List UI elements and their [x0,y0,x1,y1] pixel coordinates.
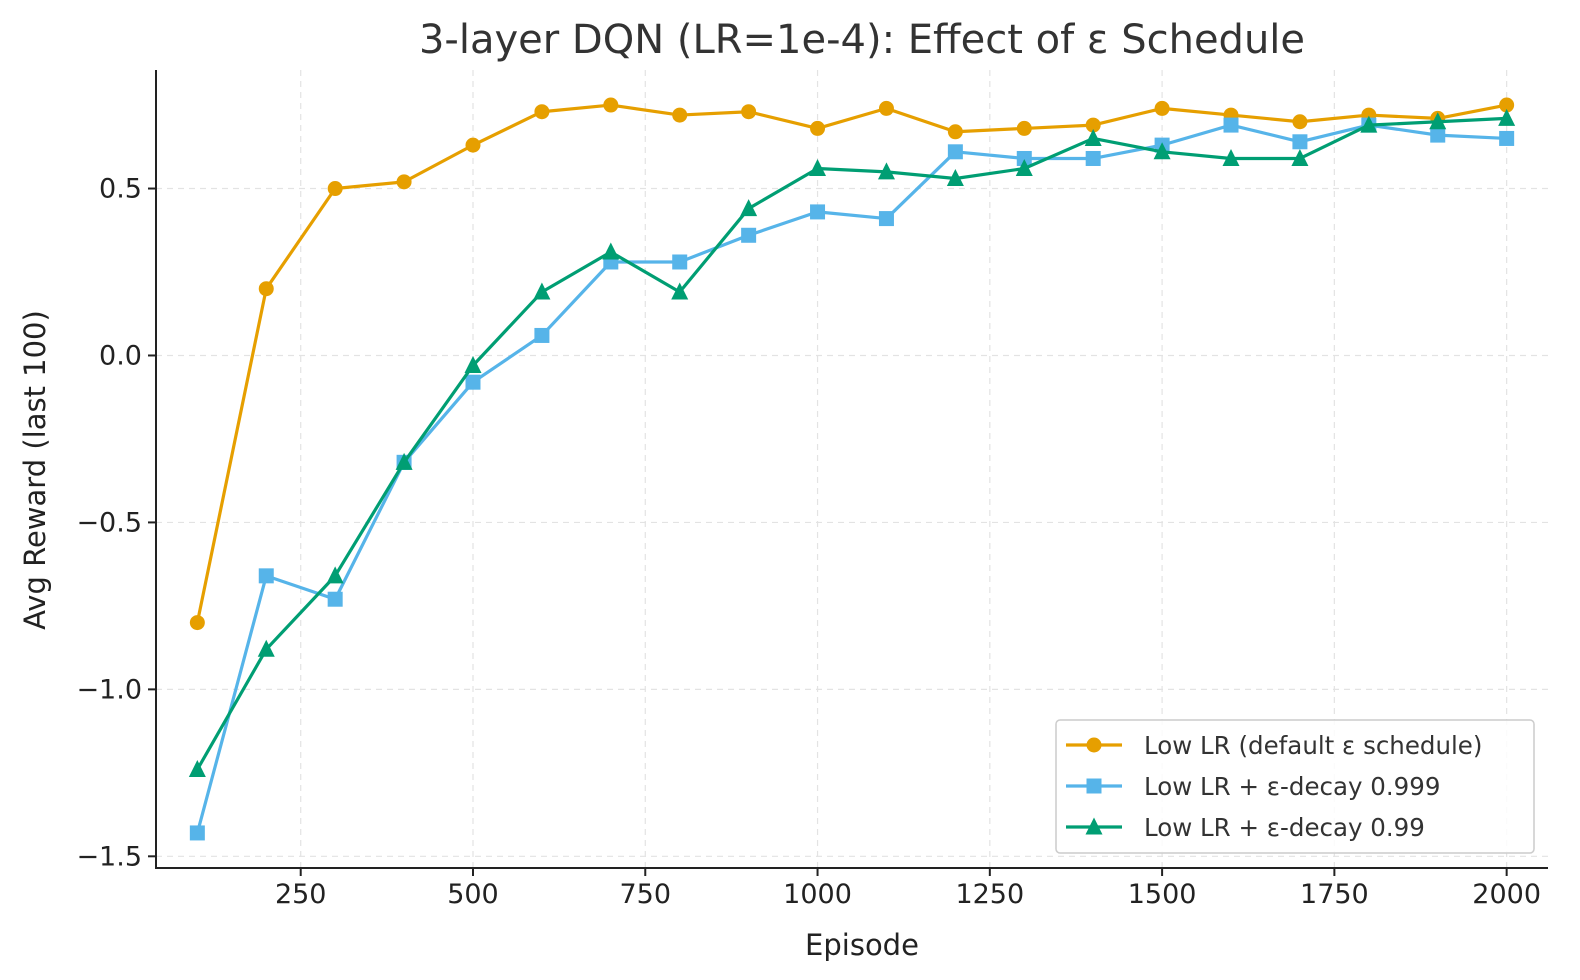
data-point-triangle [395,452,413,470]
series-1 [189,97,1515,631]
legend-item: Low LR + ε-decay 0.99 [1066,813,1425,842]
y-tick-label: 0.0 [99,340,142,371]
series-line [195,116,1507,771]
x-tick-label: 750 [619,879,671,910]
data-point-triangle [1360,115,1378,133]
data-point-square [465,374,481,390]
data-point-square [878,211,894,227]
x-tick-label: 1750 [1300,879,1369,910]
data-point-square [1430,127,1446,143]
y-tick-label: −0.5 [76,507,142,538]
x-tick-label: 500 [447,879,499,910]
series-lines [188,97,1516,841]
data-point-circle [465,137,481,153]
data-point-circle [603,97,619,113]
grid [156,70,1548,868]
legend-box [1055,719,1535,854]
data-point-circle [189,615,205,631]
data-point-circle [1154,100,1170,116]
y-tick-label: −1.5 [76,841,142,872]
chart-title: 3-layer DQN (LR=1e-4): Effect of ε Sched… [419,17,1305,63]
data-point-square [1499,130,1515,146]
data-point-triangle [946,169,964,187]
series-line [195,103,1507,623]
data-point-circle [878,100,894,116]
data-point-circle [810,120,826,136]
data-point-circle [1016,120,1032,136]
legend-label: Low LR + ε-decay 0.99 [1144,813,1425,842]
x-axis-label: Episode [805,928,919,962]
data-point-square [189,825,205,841]
data-point-triangle [877,162,895,180]
legend-label: Low LR + ε-decay 0.999 [1144,772,1440,801]
x-tick-label: 250 [275,879,327,910]
axes: 250 500 750 1000 1250 1500 1750 2000 −1.5 −1.0 −0.… [76,70,1548,910]
x-tick-label: 2000 [1472,879,1541,910]
y-tick-label: −1.0 [76,674,142,705]
legend: Low LR (default ε schedule) Low LR + ε-de… [1055,719,1535,854]
data-point-square [810,204,826,220]
legend-item: Low LR (default ε schedule) [1066,731,1482,760]
data-point-triangle [1153,142,1171,160]
data-point-triangle [671,282,689,300]
data-point-square [741,227,757,243]
data-point-triangle [533,282,551,300]
data-point-triangle [1085,817,1103,835]
data-point-square [1016,150,1032,166]
data-point-square [1292,134,1308,150]
data-point-triangle [1291,148,1309,166]
y-tick-label: 0.5 [99,174,142,205]
data-point-circle [1499,97,1515,113]
data-point-square [1086,778,1102,794]
data-point-triangle [740,199,758,217]
data-point-square [258,568,274,584]
data-point-circle [258,281,274,297]
data-point-square [1223,117,1239,133]
y-axis-label: Avg Reward (last 100) [18,310,52,630]
data-point-circle [1085,117,1101,133]
legend-label: Low LR (default ε schedule) [1144,731,1482,760]
data-point-circle [396,174,412,190]
data-point-circle [672,107,688,123]
data-point-triangle [1015,158,1033,176]
series-line [195,123,1507,834]
data-point-triangle [602,242,620,260]
data-point-triangle [1429,112,1447,130]
data-point-triangle [1084,128,1102,146]
data-point-square [672,254,688,270]
data-point-circle [327,181,343,197]
data-point-triangle [464,355,482,373]
x-tick-label: 1500 [1128,879,1197,910]
axis-spines [155,70,1548,869]
data-point-triangle [326,566,344,584]
data-point-circle [1292,114,1308,130]
data-point-triangle [188,760,206,778]
data-point-square [327,591,343,607]
series-3 [188,108,1516,778]
data-point-triangle [1222,148,1240,166]
data-point-circle [534,104,550,120]
data-point-triangle [809,158,827,176]
legend-item: Low LR + ε-decay 0.999 [1066,772,1440,801]
data-point-square [947,144,963,160]
x-tick-label: 1000 [783,879,852,910]
x-tick-label: 1250 [955,879,1024,910]
data-point-circle [947,124,963,140]
data-point-triangle [257,639,275,657]
data-point-circle [1086,737,1102,753]
data-point-square [1085,150,1101,166]
data-point-square [534,327,550,343]
data-point-circle [741,104,757,120]
data-point-triangle [1498,108,1516,126]
